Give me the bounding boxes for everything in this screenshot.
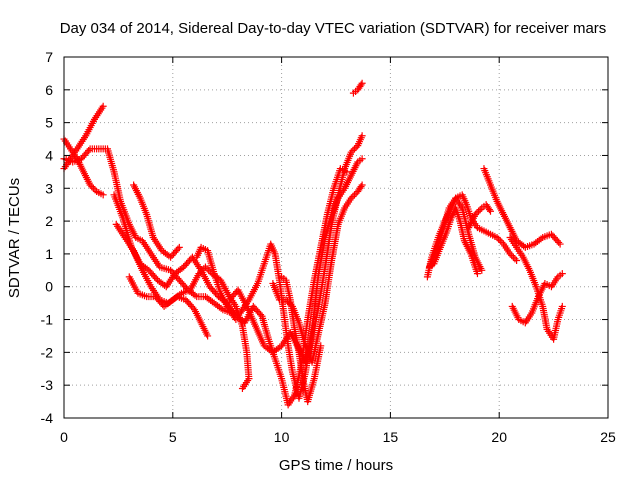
data-point <box>485 206 493 214</box>
data-point <box>238 384 246 392</box>
chart-title: Day 034 of 2014, Sidereal Day-to-day VTE… <box>60 20 607 37</box>
y-tick-label: -4 <box>41 410 54 426</box>
y-tick-label: -3 <box>41 377 54 393</box>
data-point <box>349 192 357 200</box>
data-point <box>498 238 506 246</box>
data-point <box>358 132 366 140</box>
data-point <box>350 145 358 153</box>
data-point <box>89 184 97 192</box>
data-point <box>99 191 107 199</box>
data-point <box>197 268 205 276</box>
data-point <box>506 250 514 258</box>
data-point <box>558 270 566 278</box>
data-point <box>486 207 494 215</box>
data-point <box>85 147 93 155</box>
data-point <box>198 266 206 274</box>
y-tick-label: 2 <box>45 213 53 229</box>
y-tick-label: -1 <box>41 312 54 328</box>
x-tick-label: 15 <box>383 429 399 445</box>
series-track-p <box>426 204 481 278</box>
series-track-s <box>508 270 566 327</box>
data-point <box>88 183 96 191</box>
x-tick-label: 25 <box>600 429 616 445</box>
data-point <box>91 186 99 194</box>
data-point <box>347 148 355 156</box>
data-point <box>471 211 479 219</box>
data-point <box>347 194 355 202</box>
x-tick-label: 10 <box>274 429 290 445</box>
data-point <box>556 240 564 248</box>
data-point <box>317 342 325 350</box>
series-track-l <box>349 79 366 97</box>
data-point <box>357 81 365 89</box>
data-point <box>358 79 366 87</box>
y-tick-label: 3 <box>45 180 53 196</box>
data-point <box>201 263 209 271</box>
data-point <box>473 209 481 217</box>
data-point <box>204 332 212 340</box>
data-point <box>358 155 366 163</box>
x-tick-label: 0 <box>60 429 68 445</box>
data-point <box>195 270 203 278</box>
series-track-g <box>125 263 253 392</box>
data-point <box>476 206 484 214</box>
data-point <box>511 255 519 263</box>
y-tick-label: 6 <box>45 82 53 98</box>
y-axis-label: SDTVAR / TECUs <box>6 178 23 298</box>
data-point <box>358 181 366 189</box>
y-tick-label: 5 <box>45 115 53 131</box>
y-tick-label: -2 <box>41 344 54 360</box>
series-track-h <box>193 243 240 324</box>
data-point <box>350 191 358 199</box>
y-tick-label: 7 <box>45 49 53 65</box>
data-point <box>257 311 265 319</box>
x-axis-label: GPS time / hours <box>279 457 393 474</box>
data-point <box>558 302 566 310</box>
axis-ticks <box>63 56 609 419</box>
data-point <box>509 253 517 261</box>
data-point <box>357 183 365 191</box>
data-point <box>496 237 504 245</box>
data-point <box>349 147 357 155</box>
series-track-k <box>278 273 325 406</box>
data-point <box>555 238 563 246</box>
y-tick-label: 4 <box>45 147 53 163</box>
data-point <box>495 235 503 243</box>
x-tick-label: 20 <box>491 429 507 445</box>
data-point <box>189 304 197 312</box>
data-point <box>493 234 501 241</box>
y-tick-label: 0 <box>45 279 53 295</box>
data-point <box>203 265 211 273</box>
data-point <box>508 252 516 260</box>
series-track-f <box>130 181 183 261</box>
plot-frame <box>63 56 609 419</box>
y-tick-labels: -4 -3 -2 -1 0 1 2 3 4 5 6 7 <box>41 49 54 426</box>
x-tick-label: 5 <box>169 429 177 445</box>
x-tick-labels: 0 5 10 15 20 25 <box>60 429 616 445</box>
series-track-q <box>480 165 564 251</box>
data-point <box>478 266 486 274</box>
data-point <box>99 102 107 110</box>
data-point <box>86 181 94 189</box>
data-point <box>473 270 481 278</box>
data-point <box>352 143 360 151</box>
data-point <box>513 256 521 264</box>
data-point <box>174 245 182 253</box>
y-tick-label: 1 <box>45 246 53 262</box>
series-track-o <box>465 201 494 232</box>
data-point <box>475 207 483 215</box>
data-point <box>175 243 183 251</box>
data-point <box>232 316 240 324</box>
data-point <box>152 275 160 283</box>
data-point <box>205 266 213 274</box>
